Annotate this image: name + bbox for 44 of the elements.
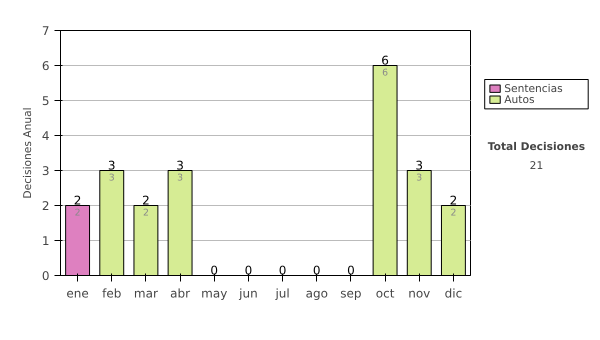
y-tick-label: 6	[42, 59, 50, 73]
y-axis-title: Decisiones Anual	[20, 107, 34, 199]
y-tick-label: 0	[42, 269, 50, 283]
x-tick-label: ago	[306, 286, 328, 300]
x-tick-label: ene	[66, 286, 89, 300]
x-tick-label: sep	[340, 286, 362, 300]
total-label: 3	[415, 158, 424, 172]
text: Total Decisiones	[488, 140, 586, 153]
y-tick-label: 7	[42, 24, 50, 38]
y-tick-label: 1	[42, 234, 50, 248]
x-tick-label: oct	[376, 286, 395, 300]
data-label: 3	[416, 172, 422, 184]
legend-label: Sentencias	[504, 82, 564, 96]
total-label: 3	[176, 158, 184, 172]
x-tick-label: jul	[274, 286, 290, 300]
x-tick-label: feb	[102, 286, 122, 300]
x-tick-label: jun	[238, 286, 258, 300]
x-tick-label: dic	[444, 286, 462, 300]
x-tick-label: may	[201, 286, 228, 300]
y-tick-label: 4	[42, 129, 50, 143]
data-label: 2	[142, 208, 149, 218]
total-label: 2	[74, 194, 82, 208]
legend-label: Autos	[504, 93, 535, 106]
total-label: 2	[142, 194, 150, 208]
text: 21	[530, 158, 544, 172]
data-label: 2	[74, 208, 81, 218]
y-tick-label: 2	[42, 199, 50, 213]
total-label: 2	[450, 194, 458, 208]
x-tick-label: nov	[408, 286, 430, 300]
y-tick-label: 3	[42, 164, 50, 178]
x-tick-label: abr	[170, 286, 190, 300]
total-label: 3	[108, 158, 116, 172]
total-label: 0	[312, 264, 321, 278]
total-label: 0	[244, 264, 252, 278]
data-label: 2	[450, 208, 456, 218]
y-tick-label: 5	[42, 94, 50, 108]
data-label: 3	[108, 172, 115, 184]
data-label: 6	[382, 68, 388, 78]
data-label: 3	[177, 172, 184, 184]
total-label: 0	[347, 264, 355, 278]
total-label: 0	[210, 264, 218, 278]
total-label: 0	[278, 264, 286, 278]
x-tick-label: mar	[134, 286, 158, 300]
total-label: 6	[381, 54, 389, 68]
